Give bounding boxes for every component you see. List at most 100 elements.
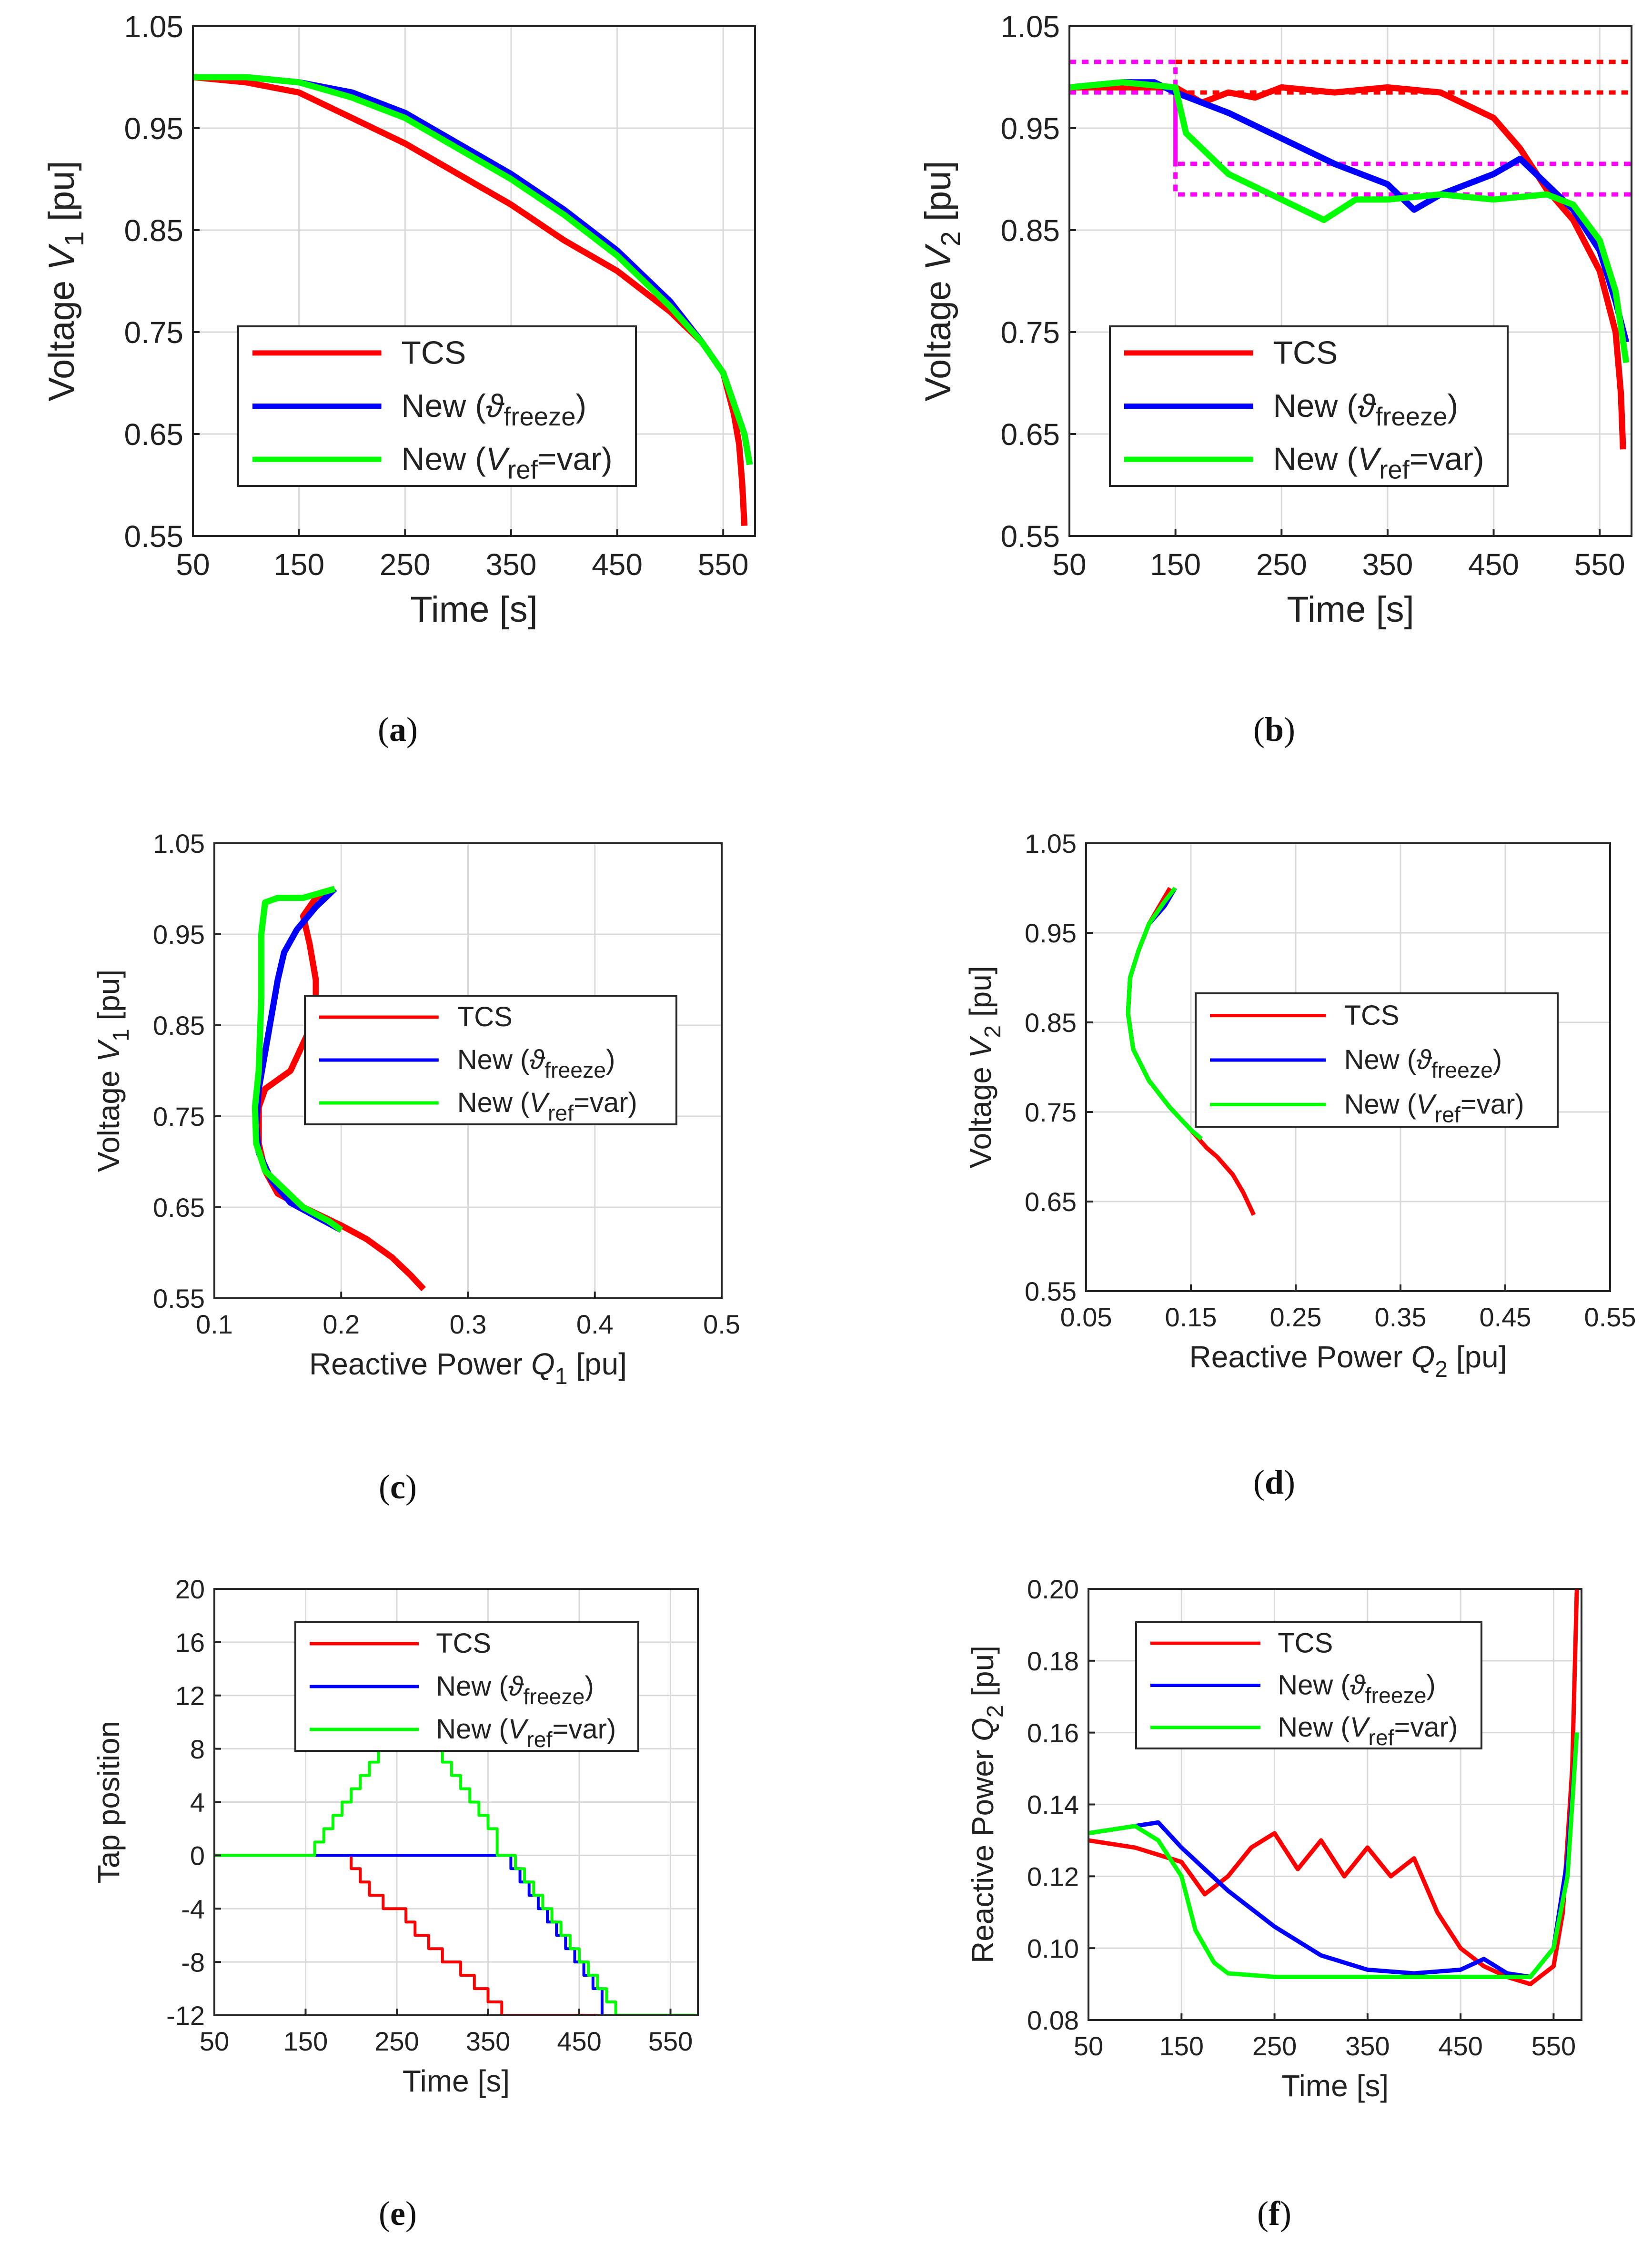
x-axis-label: Reactive Power Q2 [pu]	[1189, 1340, 1507, 1382]
y-axis-label: Voltage V1 [pu]	[41, 161, 90, 402]
x-tick-label: 0.45	[1480, 1302, 1531, 1332]
y-tick-label: 0.10	[1027, 1933, 1079, 1963]
x-axis-label: Time [s]	[403, 2064, 510, 2098]
series-line-TCS	[255, 886, 426, 1292]
series-line-TCS	[214, 1854, 598, 2015]
y-axis-label: Voltage V2 [pu]	[963, 966, 1006, 1168]
x-tick-label: 350	[486, 547, 537, 582]
x-tick-label: 150	[273, 547, 324, 582]
y-tick-label: 12	[175, 1681, 205, 1711]
legend-label: TCS	[401, 334, 466, 371]
chart-c: 0.1 0.2 0.3 0.4 0.5 0.55 0.65 0.75 0.85 0.95 1.05 R…	[91, 828, 740, 1506]
y-tick-label: 0.55	[153, 1283, 205, 1313]
x-tick-label: 0.25	[1270, 1302, 1322, 1332]
x-tick-label: 0.5	[703, 1309, 740, 1339]
legend: TCS New (ϑfreeze) New (Vref=var)	[237, 325, 637, 487]
chart-e: 50 150 250 350 450 550 -12 -8 -4 0 4 8 12 16 20 Time [s…	[91, 1574, 699, 2233]
chart-d: 0.05 0.15 0.25 0.35 0.45 0.55 0.55 0.65 0.75 0.85…	[963, 828, 1636, 1501]
legend-label: TCS	[436, 1628, 491, 1659]
x-tick-label: 550	[1574, 547, 1625, 582]
y-tick-label: 0.65	[1025, 1187, 1077, 1217]
x-axis-label: Time [s]	[1287, 589, 1414, 630]
y-tick-label: 0.75	[153, 1101, 205, 1132]
x-tick-label: 50	[1074, 2031, 1103, 2061]
y-axis-label: Reactive Power Q2 [pu]	[966, 1646, 1008, 1963]
panel-caption: (d)	[1253, 1463, 1295, 1501]
x-tick-label: 250	[380, 547, 431, 582]
y-tick-label: 0.85	[1000, 213, 1060, 248]
y-tick-label: 0.95	[1025, 918, 1077, 948]
x-tick-label: 0.1	[196, 1309, 233, 1339]
x-axis-label: Reactive Power Q1 [pu]	[309, 1347, 627, 1389]
y-tick-label: 0.55	[1025, 1276, 1077, 1306]
series-line-var	[1088, 1732, 1579, 1979]
x-tick-label: 50	[200, 2026, 229, 2056]
y-tick-label: 0.12	[1027, 1861, 1079, 1891]
legend-label: TCS	[1273, 334, 1338, 371]
x-tick-label: 50	[1052, 547, 1086, 582]
panel-caption: (f)	[1257, 2194, 1291, 2233]
x-tick-label: 350	[1362, 547, 1413, 582]
x-tick-label: 50	[176, 547, 210, 582]
y-tick-label: 0.16	[1027, 1718, 1079, 1748]
y-tick-label: -12	[166, 2001, 205, 2031]
chart-f: 50 150 250 350 450 550 0.08 0.10 0.12 0.14 0.16 0.1…	[966, 1574, 1582, 2233]
y-tick-label: 0	[190, 1841, 205, 1871]
x-axis-label: Time [s]	[410, 589, 537, 630]
y-tick-label: 0.65	[153, 1192, 205, 1223]
panel-caption: (a)	[378, 710, 418, 748]
legend-label: TCS	[1278, 1627, 1333, 1658]
plot-frame	[192, 25, 756, 537]
y-tick-label: 0.14	[1027, 1790, 1079, 1820]
x-tick-label: 550	[1531, 2031, 1576, 2061]
x-tick-label: 150	[1159, 2031, 1204, 2061]
chart-b: 50 150 250 350 450 550 0.55 0.65 0.75 0.85 0.95 1.0…	[918, 10, 1632, 748]
panel-caption: (c)	[379, 1468, 417, 1506]
x-axis-label: Time [s]	[1281, 2069, 1389, 2103]
series-line-var	[1069, 79, 1630, 364]
x-tick-label: 0.2	[322, 1309, 360, 1339]
x-tick-label: 0.15	[1165, 1302, 1217, 1332]
y-tick-label: 1.05	[124, 10, 183, 44]
y-tick-label: 0.75	[124, 315, 183, 350]
x-tick-label: 250	[374, 2026, 419, 2056]
y-tick-label: 20	[175, 1574, 205, 1604]
limit-line	[1069, 90, 1632, 197]
panel-caption: (e)	[379, 2194, 417, 2233]
x-tick-label: 0.3	[450, 1309, 487, 1339]
y-tick-label: 0.65	[124, 417, 183, 452]
legend-label: TCS	[457, 1001, 513, 1032]
x-tick-label: 350	[1345, 2031, 1390, 2061]
y-axis-label: Voltage V1 [pu]	[91, 970, 134, 1172]
legend-label: New (ϑfreeze)	[401, 388, 586, 431]
legend-label: New (Vref=var)	[401, 441, 612, 485]
series-line-var	[252, 886, 343, 1233]
x-tick-label: 0.55	[1584, 1302, 1636, 1332]
legend-label: TCS	[1344, 1000, 1400, 1031]
x-tick-label: 150	[1150, 547, 1201, 582]
x-tick-label: 250	[1252, 2031, 1297, 2061]
plot-frame	[1068, 25, 1632, 537]
chart-a: 50 150 250 350 450 550 0.55 0.65 0.75 0.85 0.95 1.0…	[41, 10, 756, 748]
y-tick-label: 0.55	[1000, 519, 1060, 554]
limit-line	[1069, 60, 1632, 166]
y-tick-label: 1.05	[153, 828, 205, 859]
x-tick-label: 0.35	[1375, 1302, 1427, 1332]
x-tick-label: 0.05	[1060, 1302, 1112, 1332]
x-tick-label: 150	[283, 2026, 328, 2056]
y-tick-label: 0.85	[124, 213, 183, 248]
series-line-freeze	[1069, 79, 1630, 344]
y-tick-label: 0.75	[1025, 1097, 1077, 1127]
y-tick-label: 0.18	[1027, 1646, 1079, 1676]
y-tick-label: 0.75	[1000, 315, 1060, 350]
y-tick-label: 8	[190, 1734, 205, 1764]
series-line-TCS	[193, 74, 748, 526]
x-tick-label: 350	[466, 2026, 510, 2056]
y-tick-label: 1.05	[1000, 10, 1060, 44]
